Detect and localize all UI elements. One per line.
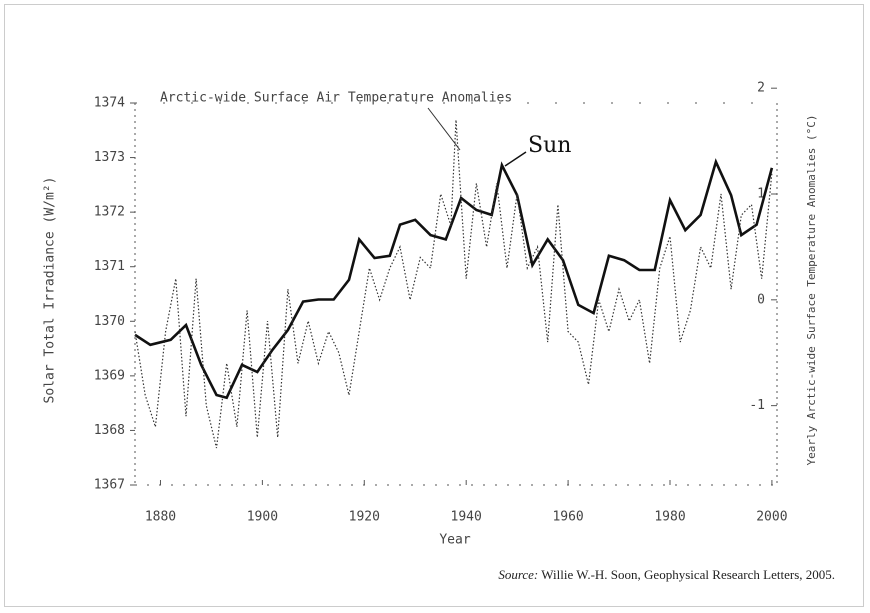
series-line [134, 119, 773, 449]
sun-label: Sun [528, 133, 571, 158]
source-label: Source: [498, 567, 538, 582]
y-tick-label: 1368 [94, 423, 125, 438]
y-tick-label: 1372 [94, 205, 125, 220]
y-tick-label: 1373 [94, 150, 125, 165]
x-tick-label: 1880 [145, 510, 176, 525]
x-tick-label: 1980 [654, 510, 685, 525]
title-arrow [427, 107, 461, 151]
x-tick-label: 1900 [247, 510, 278, 525]
source-text: Willie W.-H. Soon, Geophysical Research … [541, 567, 835, 582]
x-tick-label: 1940 [451, 510, 482, 525]
y-tick-label: 1369 [94, 368, 125, 383]
y-tick-label: 1367 [94, 478, 125, 493]
y-axis-label: Solar Total Irradiance (W/m²) [43, 177, 58, 404]
y2-tick-label: 2 [757, 81, 765, 96]
y-tick-label: 1374 [94, 96, 125, 111]
x-tick-label: 1920 [349, 510, 380, 525]
y2-tick-label: -1 [749, 398, 765, 413]
y2-tick-label: 0 [757, 292, 765, 307]
x-tick-label: 1960 [552, 510, 583, 525]
sun-arrow [504, 151, 527, 167]
series-line [134, 158, 774, 400]
y-tick-label: 1371 [94, 259, 125, 274]
y2-axis-label: Yearly Arctic-wide Surface Temperature A… [805, 115, 818, 466]
frame [4, 4, 864, 607]
source: Source: Willie W.-H. Soon, Geophysical R… [498, 567, 835, 582]
x-axis-label: Year [439, 533, 470, 548]
chart-title: Arctic-wide Surface Air Temperature Anom… [160, 91, 512, 106]
x-tick-label: 2000 [756, 510, 787, 525]
y2-tick-label: 1 [757, 187, 765, 202]
y-tick-label: 1370 [94, 314, 125, 329]
